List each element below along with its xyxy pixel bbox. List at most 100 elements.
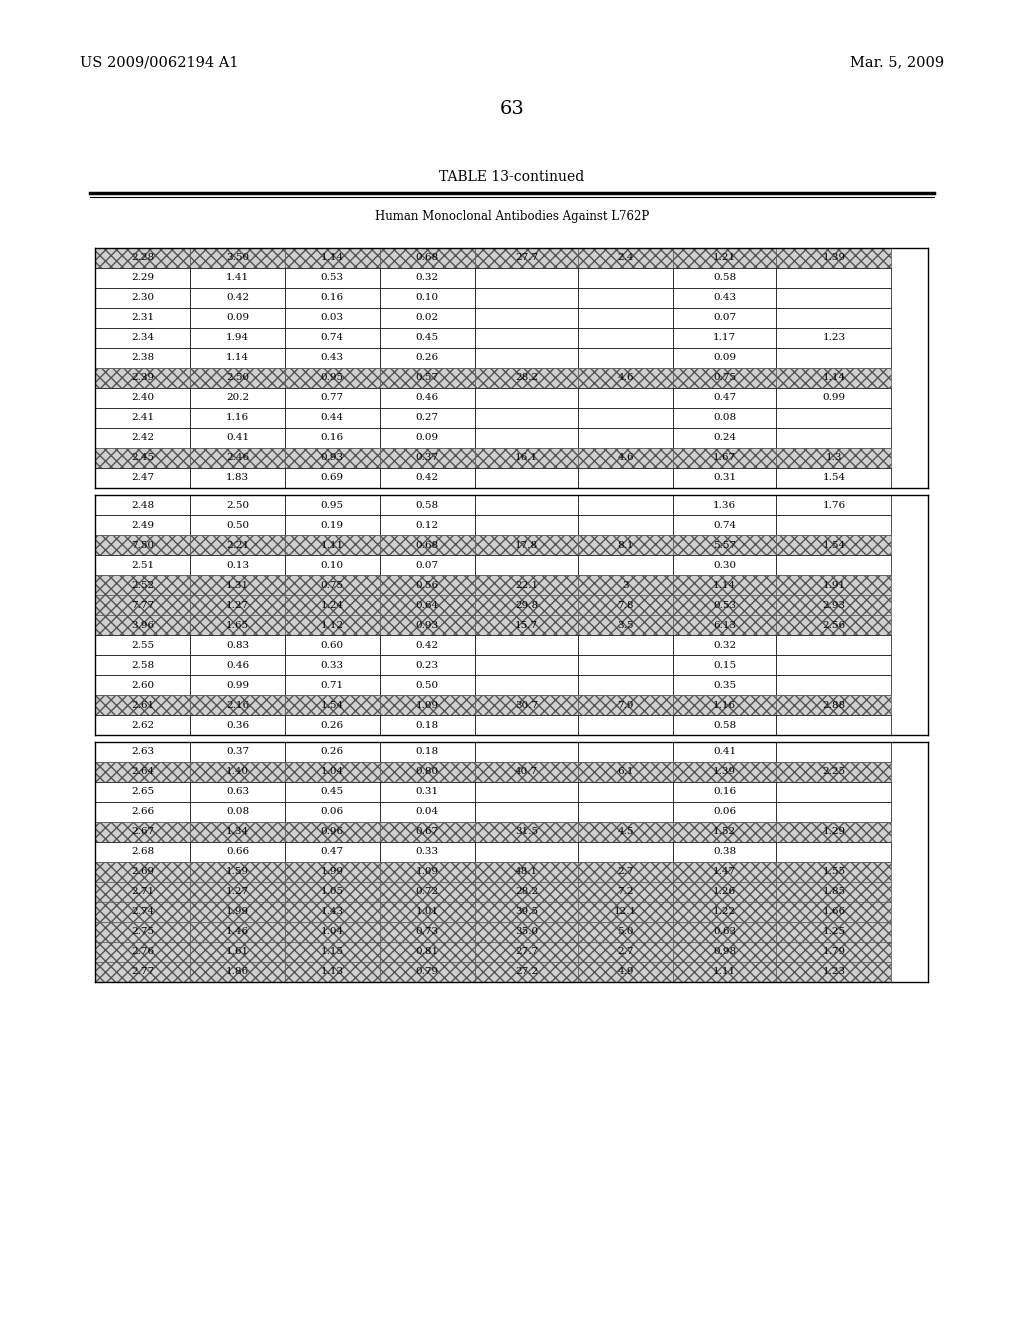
Text: 0.73: 0.73 [416,928,439,936]
Text: 0.63: 0.63 [713,928,736,936]
Bar [475,515,579,535]
Bar [95,348,190,368]
Bar [95,554,190,576]
Bar [95,762,190,781]
Bar [475,268,579,288]
Text: 0.68: 0.68 [416,540,439,549]
Bar [380,469,475,488]
Text: 0.53: 0.53 [321,273,344,282]
Bar [579,635,673,655]
Text: 0.32: 0.32 [416,273,439,282]
Bar [475,803,579,822]
Text: 1.61: 1.61 [226,948,249,957]
Text: 0.12: 0.12 [416,520,439,529]
Bar [579,327,673,348]
Text: 1.15: 1.15 [321,948,344,957]
Bar [190,882,285,902]
Text: 1.01: 1.01 [416,908,439,916]
Bar [776,696,891,715]
Bar [579,862,673,882]
Text: 40.7: 40.7 [515,767,538,776]
Bar [285,595,380,615]
Bar [776,942,891,962]
Text: 1.14: 1.14 [822,374,846,383]
Bar [95,288,190,308]
Text: 0.72: 0.72 [416,887,439,896]
Bar [673,308,776,327]
Text: 3: 3 [623,581,629,590]
Bar [285,962,380,982]
Bar [190,803,285,822]
Text: 2.64: 2.64 [131,767,154,776]
Bar [673,388,776,408]
Bar [190,762,285,781]
Bar [380,882,475,902]
Bar [380,408,475,428]
Bar [673,535,776,554]
Bar [579,428,673,447]
Text: 1.09: 1.09 [416,701,439,710]
Text: 0.80: 0.80 [416,767,439,776]
Text: 1.16: 1.16 [226,413,249,422]
Bar [190,447,285,469]
Text: 0.42: 0.42 [226,293,249,302]
Text: 1.11: 1.11 [713,968,736,977]
Bar [285,576,380,595]
Text: US 2009/0062194 A1: US 2009/0062194 A1 [80,55,239,69]
Text: 2.4: 2.4 [617,253,634,263]
Bar [673,469,776,488]
Text: Mar. 5, 2009: Mar. 5, 2009 [850,55,944,69]
Bar [380,428,475,447]
Bar [285,368,380,388]
Text: 2.49: 2.49 [131,520,154,529]
Bar [579,655,673,675]
Bar [776,348,891,368]
Bar [380,268,475,288]
Bar [776,675,891,696]
Text: 3.5: 3.5 [617,620,634,630]
Bar [95,535,190,554]
Text: 1.13: 1.13 [321,968,344,977]
Bar [673,781,776,803]
Text: 0.08: 0.08 [713,413,736,422]
Bar [95,655,190,675]
Bar [95,862,190,882]
Bar [380,308,475,327]
Text: 1.40: 1.40 [226,767,249,776]
Bar [285,921,380,942]
Text: 3.96: 3.96 [131,620,154,630]
Text: 0.99: 0.99 [226,681,249,689]
Bar [380,447,475,469]
Bar [475,554,579,576]
Text: 1.39: 1.39 [822,253,846,263]
Bar [285,635,380,655]
Bar [285,822,380,842]
Bar [95,428,190,447]
Bar [95,248,190,268]
Bar [475,615,579,635]
Text: 0.16: 0.16 [321,293,344,302]
Bar [776,388,891,408]
Bar [475,469,579,488]
Text: 0.26: 0.26 [321,747,344,756]
Bar [475,882,579,902]
Bar [579,515,673,535]
Bar [776,962,891,982]
Text: 0.33: 0.33 [416,847,439,857]
Bar [190,348,285,368]
Text: 0.07: 0.07 [713,314,736,322]
Bar [579,268,673,288]
Bar [475,962,579,982]
Bar [285,268,380,288]
Text: 0.75: 0.75 [713,374,736,383]
Bar [673,495,776,515]
Bar [95,268,190,288]
Text: 0.15: 0.15 [713,660,736,669]
Text: 1.11: 1.11 [321,540,344,549]
Bar [95,447,190,469]
Bar [190,268,285,288]
Bar [95,962,190,982]
Text: 63: 63 [500,100,524,117]
Bar [673,348,776,368]
Bar [190,428,285,447]
